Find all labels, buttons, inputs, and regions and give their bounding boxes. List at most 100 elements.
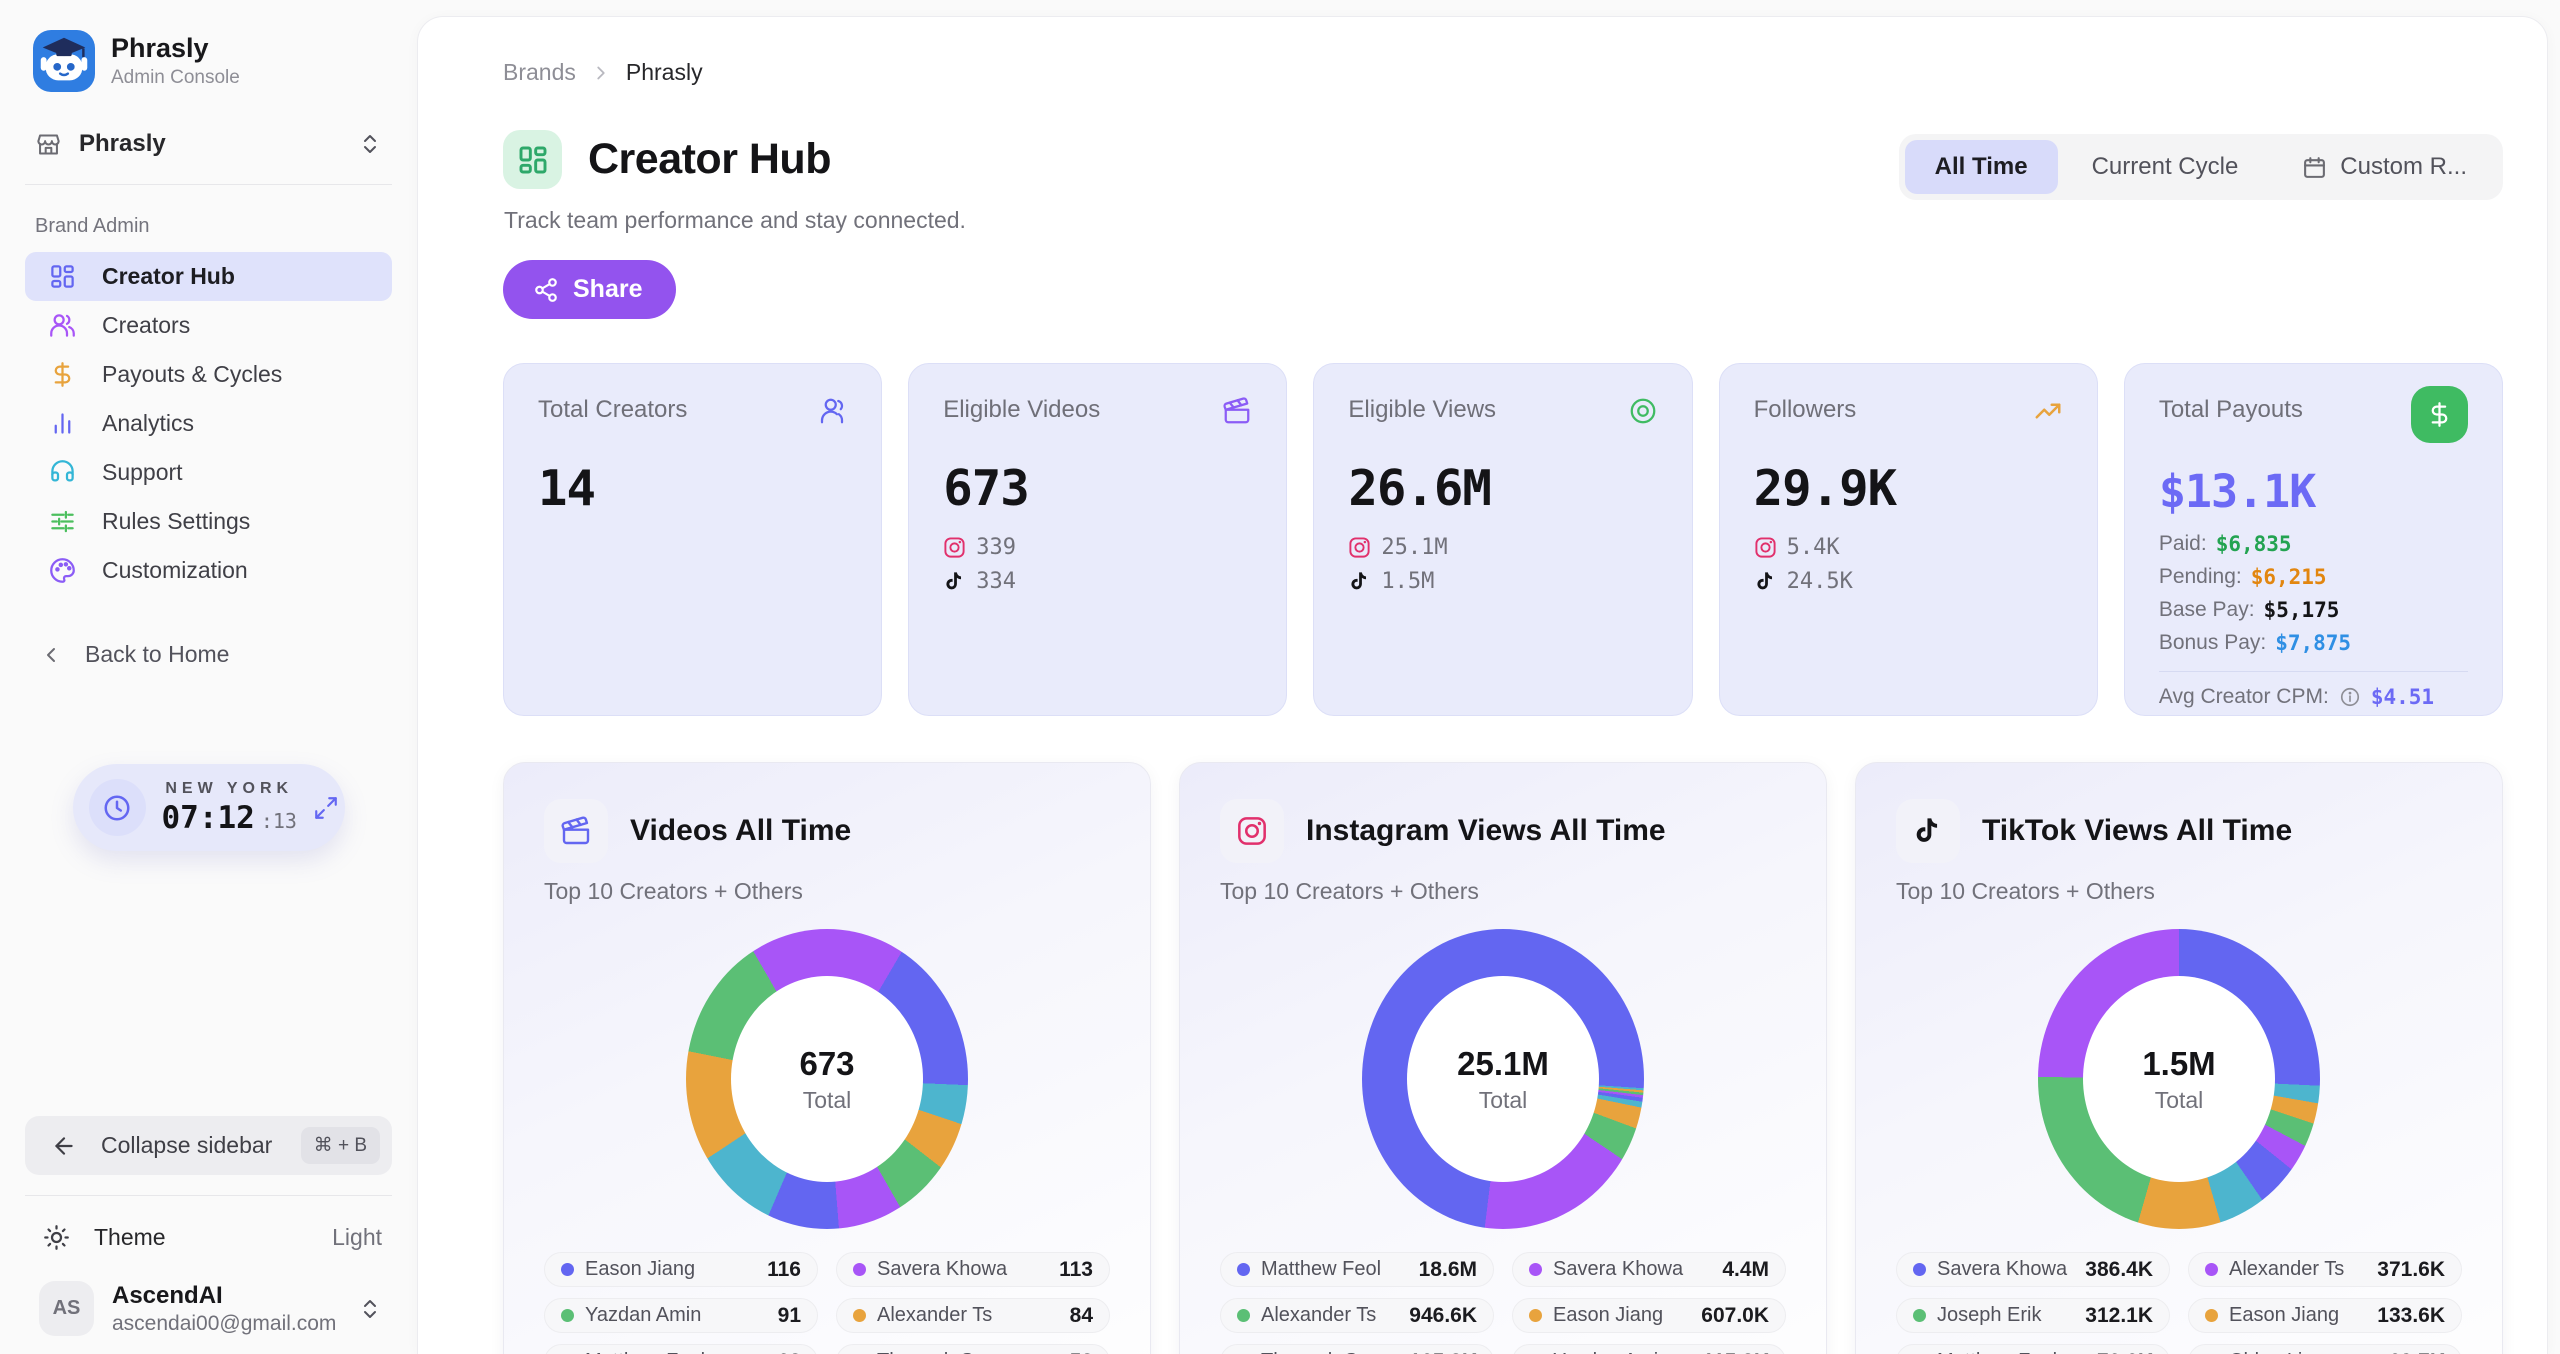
- legend-dot: [1237, 1309, 1250, 1322]
- palette-icon: [50, 558, 75, 583]
- theme-toggle[interactable]: Theme Light: [25, 1224, 392, 1251]
- legend-name: Alexander Ts: [877, 1304, 993, 1326]
- breadcrumb-root[interactable]: Brands: [503, 59, 576, 85]
- videos-donut-chart[interactable]: 673 Total: [686, 929, 968, 1229]
- legend-value: 165.3K: [1409, 1350, 1477, 1354]
- stat-label: Total Creators: [538, 396, 688, 423]
- legend-item[interactable]: Eason Jiang 607.0K: [1512, 1298, 1786, 1333]
- clock-icon: [104, 795, 130, 820]
- legend-name: Savera Khowa: [1553, 1258, 1684, 1280]
- legend-value: 52: [1070, 1350, 1093, 1354]
- instagram-icon: [1349, 537, 1370, 558]
- payouts-dollar-button[interactable]: [2411, 386, 2469, 443]
- creator-hub-icon: [503, 130, 562, 189]
- donut-center: 1.5M Total: [2038, 929, 2320, 1229]
- legend-item[interactable]: Eason Jiang 116: [544, 1252, 818, 1287]
- legend-name: Matthew Feol: [1261, 1258, 1382, 1280]
- tab-label: All Time: [1934, 153, 2028, 180]
- legend-item[interactable]: Chloe Liang 69.7K: [2188, 1344, 2462, 1354]
- payout-row-value: $7,875: [2275, 631, 2352, 655]
- sidebar-item-customization[interactable]: Customization: [25, 546, 392, 595]
- sidebar-divider: [25, 1195, 392, 1196]
- legend-name: Joseph Erik: [1937, 1304, 2042, 1326]
- collapse-sidebar-button[interactable]: Collapse sidebar ⌘ + B: [25, 1116, 392, 1175]
- headphones-icon: [51, 460, 74, 482]
- legend-item[interactable]: Matthew Feol 18.6M: [1220, 1252, 1494, 1287]
- legend-item[interactable]: Eason Jiang 133.6K: [2188, 1298, 2462, 1333]
- back-to-home-link[interactable]: Back to Home: [25, 641, 392, 668]
- instagram-icon: [1755, 537, 1776, 558]
- payout-row-label: Base Pay:: [2158, 598, 2255, 621]
- brand-selector-label: Phrasly: [79, 130, 166, 157]
- legend-item[interactable]: Alexander Ts 946.6K: [1220, 1298, 1494, 1333]
- brand-selector[interactable]: Phrasly: [25, 120, 392, 168]
- legend-item[interactable]: Alexander Ts 371.6K: [2188, 1252, 2462, 1287]
- payout-row-label: Bonus Pay:: [2158, 631, 2267, 654]
- legend-item[interactable]: Savera Khowa 386.4K: [1896, 1252, 2170, 1287]
- info-icon[interactable]: [2339, 686, 2361, 708]
- stats-row: Total Creators 14 Eligible Videos 673: [503, 363, 2504, 716]
- sidebar-item-creators[interactable]: Creators: [25, 301, 392, 350]
- clock-seconds: :13: [260, 808, 297, 833]
- app-logo-row: Phrasly Admin Console: [25, 30, 392, 92]
- substat-value: 5.4K: [1786, 535, 1840, 560]
- donut-total-label: Total: [802, 1086, 852, 1113]
- back-to-home-label: Back to Home: [85, 641, 230, 667]
- dollar-icon: [2431, 402, 2448, 427]
- legend-value: 113: [1059, 1257, 1093, 1281]
- instagram-icon: [944, 537, 965, 558]
- instagram-donut-chart[interactable]: 25.1M Total: [1362, 929, 1644, 1229]
- stat-label: Total Payouts: [2158, 396, 2303, 423]
- payout-row-value: $6,835: [2215, 532, 2292, 556]
- sidebar-item-label: Analytics: [102, 410, 195, 436]
- legend-item[interactable]: Yazdan Amin 115.2K: [1512, 1344, 1786, 1354]
- payout-row-pending: Pending: $6,215: [2159, 565, 2468, 589]
- tab-custom-range[interactable]: Custom R...: [2272, 140, 2497, 194]
- legend-item[interactable]: Savera Khowa 113: [836, 1252, 1110, 1287]
- sidebar-item-payouts[interactable]: Payouts & Cycles: [25, 350, 392, 399]
- videos-legend: Eason Jiang 116 Savera Khowa 113 Yazdan Am…: [544, 1252, 1110, 1354]
- legend-name: Thanush Supr: [877, 1350, 1059, 1354]
- legend-item[interactable]: Savera Khowa 4.4M: [1512, 1252, 1786, 1287]
- user-menu[interactable]: AS AscendAI ascendai00@gmail.com: [25, 1281, 392, 1336]
- legend-item[interactable]: Matthew Feol 62: [544, 1344, 818, 1354]
- tab-all-time[interactable]: All Time: [1904, 140, 2058, 194]
- substat-instagram: 5.4K: [1754, 535, 2063, 560]
- sidebar-item-label: Creators: [102, 312, 191, 338]
- clock-city: NEW YORK: [165, 779, 294, 797]
- clock-widget[interactable]: NEW YORK 07:12 :13: [72, 764, 345, 851]
- tiktok-donut-chart[interactable]: 1.5M Total: [2038, 929, 2320, 1229]
- tab-current-cycle[interactable]: Current Cycle: [2062, 140, 2269, 194]
- legend-item[interactable]: Matthew Feol 76.6K: [1896, 1344, 2170, 1354]
- legend-dot: [561, 1309, 574, 1322]
- legend-dot: [1913, 1309, 1926, 1322]
- legend-name: Chloe Liang: [2229, 1350, 2378, 1354]
- stat-label: Followers: [1753, 396, 1857, 423]
- donut-total-value: 1.5M: [2142, 1044, 2216, 1082]
- legend-name: Eason Jiang: [585, 1258, 696, 1280]
- legend-value: 115.2K: [1702, 1350, 1769, 1354]
- expand-icon[interactable]: [313, 795, 339, 821]
- substat-value: 24.5K: [1786, 569, 1853, 594]
- sidebar-item-rules-settings[interactable]: Rules Settings: [25, 497, 392, 546]
- sidebar-section-label: Brand Admin: [35, 215, 150, 237]
- sidebar-nav: Creator Hub Creators Payouts & Cycles An…: [25, 252, 392, 595]
- stat-card-followers: Followers 29.9K 5.4K: [1718, 363, 2098, 716]
- legend-item[interactable]: Alexander Ts 84: [836, 1298, 1110, 1333]
- chart-subtitle: Top 10 Creators + Others: [1220, 878, 1479, 904]
- sidebar-item-support[interactable]: Support: [25, 448, 392, 497]
- share-button[interactable]: Share: [503, 260, 677, 319]
- legend-name: Eason Jiang: [2229, 1304, 2340, 1326]
- substat-tiktok: 1.5M: [1348, 569, 1657, 594]
- sidebar-item-creator-hub[interactable]: Creator Hub: [25, 252, 392, 301]
- share-icon: [535, 277, 557, 302]
- substat-tiktok: 24.5K: [1754, 569, 2063, 594]
- sidebar-item-analytics[interactable]: Analytics: [25, 399, 392, 448]
- stat-card-eligible-views: Eligible Views 26.6M 25.1M: [1313, 363, 1693, 716]
- legend-item[interactable]: Thanush Supr 52: [836, 1344, 1110, 1354]
- legend-item[interactable]: Yazdan Amin 91: [544, 1298, 818, 1333]
- legend-item[interactable]: Joseph Erik 312.1K: [1896, 1298, 2170, 1333]
- substat-tiktok: 334: [943, 569, 1252, 594]
- legend-item[interactable]: Thanush Supr 165.3K: [1220, 1344, 1494, 1354]
- legend-dot: [2205, 1263, 2218, 1276]
